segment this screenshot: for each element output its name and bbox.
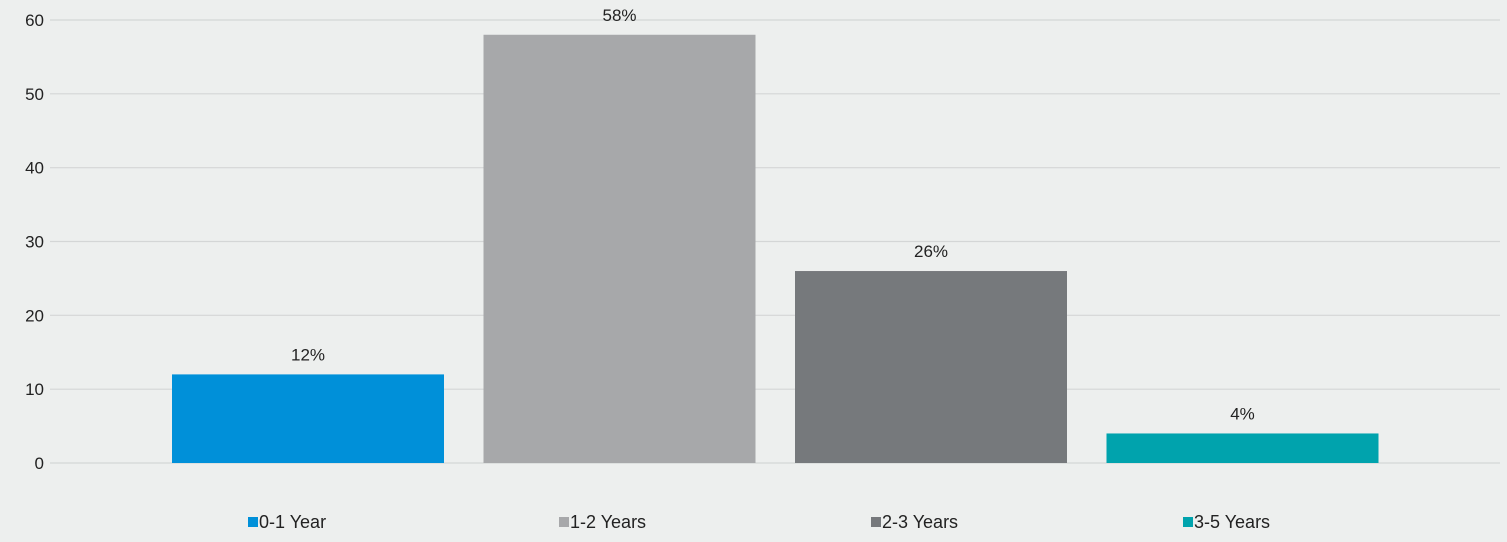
legend-swatch xyxy=(871,517,881,527)
y-tick-label: 60 xyxy=(25,11,44,30)
legend-swatch xyxy=(1183,517,1193,527)
data-label: 12% xyxy=(291,345,325,364)
y-tick-label: 10 xyxy=(25,380,44,399)
legend-label: 0-1 Year xyxy=(259,512,326,532)
y-tick-label: 30 xyxy=(25,233,44,252)
legend: 0-1 Year 1-2 Years 2-3 Years 3-5 Years xyxy=(248,512,1270,532)
legend-label: 3-5 Years xyxy=(1194,512,1270,532)
bars xyxy=(172,34,1379,464)
bar-2-3-years xyxy=(795,271,1067,463)
data-label: 58% xyxy=(602,6,636,25)
y-tick-label: 20 xyxy=(25,306,44,325)
legend-swatch xyxy=(248,517,258,527)
legend-label: 2-3 Years xyxy=(882,512,958,532)
data-label: 26% xyxy=(914,242,948,261)
y-tick-label: 40 xyxy=(25,159,44,178)
y-axis-ticks: 0 10 20 30 40 50 60 xyxy=(25,11,44,473)
data-label: 4% xyxy=(1230,404,1255,423)
bar-1-2-years xyxy=(483,34,756,464)
legend-label: 1-2 Years xyxy=(570,512,646,532)
y-tick-label: 0 xyxy=(35,454,44,473)
y-tick-label: 50 xyxy=(25,85,44,104)
data-labels: 12% 58% 26% 4% xyxy=(291,6,1255,424)
legend-swatch xyxy=(559,517,569,527)
bar-0-1-year xyxy=(172,374,444,463)
bar-3-5-years xyxy=(1106,433,1379,463)
